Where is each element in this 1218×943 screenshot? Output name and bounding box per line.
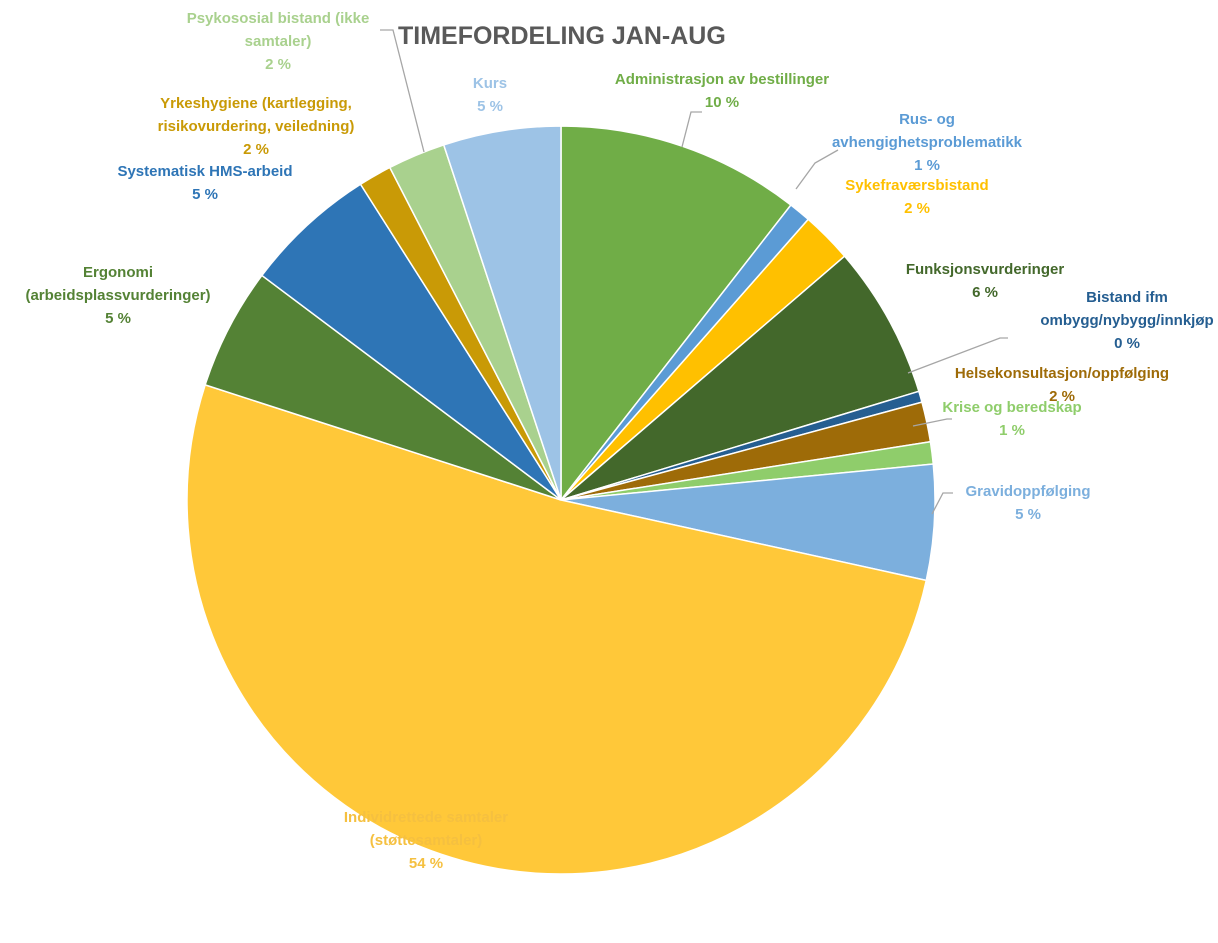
slice-value-label: 5 % xyxy=(477,98,503,115)
slice-category-label: ombygg/nybygg/innkjøp xyxy=(1040,312,1213,329)
slice-category-label: Sykefraværsbistand xyxy=(845,177,988,194)
chart-title: TIMEFORDELING JAN-AUG xyxy=(398,22,726,50)
slice-value-label: 6 % xyxy=(972,284,998,301)
slice-value-label: 2 % xyxy=(243,141,269,158)
slice-value-label: 5 % xyxy=(105,310,131,327)
slice-category-label: Rus- og xyxy=(899,111,955,128)
slice-label: Individrettede samtaler (støttesamtaler) 5… xyxy=(344,809,508,872)
leader-line xyxy=(931,492,953,515)
slice-label: Funksjonsvurderinger 6 % xyxy=(906,261,1065,301)
slice-category-label: Psykososial bistand (ikke xyxy=(187,10,370,27)
slice-label: Administrasjon av bestillinger 10 % xyxy=(615,71,829,111)
slice-value-label: 10 % xyxy=(705,94,739,111)
slice-category-label: Ergonomi xyxy=(83,264,153,281)
slice-category-label: Kurs xyxy=(473,75,507,92)
pie-slice xyxy=(186,383,928,875)
slice-label: Sykefraværsbistand 2 % xyxy=(845,177,988,217)
data-labels: Administrasjon av bestillinger 10 % Rus- o… xyxy=(25,10,1213,872)
slice-category-label: Krise og beredskap xyxy=(942,399,1081,416)
slice-label: Bistand ifm ombygg/nybygg/innkjøp 0 % xyxy=(1040,289,1213,352)
pie-slices xyxy=(186,125,936,875)
slice-value-label: 0 % xyxy=(1114,335,1140,352)
pie-slice xyxy=(560,255,920,501)
slice-value-label: 2 % xyxy=(1049,388,1075,405)
slice-category-label: Administrasjon av bestillinger xyxy=(615,71,829,88)
slice-label: Helsekonsultasjon/oppfølging 2 % xyxy=(955,365,1169,405)
leader-line xyxy=(907,337,1008,374)
slice-label: Systematisk HMS-arbeid 5 % xyxy=(117,163,292,203)
pie-slice xyxy=(442,125,562,501)
pie-slice xyxy=(260,183,562,501)
slice-category-label: avhengighetsproblematikk xyxy=(832,134,1023,151)
slice-category-label: (arbeidsplassvurderinger) xyxy=(25,287,210,304)
leader-lines xyxy=(380,29,1008,515)
slice-value-label: 1 % xyxy=(914,157,940,174)
slice-category-label: Individrettede samtaler xyxy=(344,809,508,826)
slice-label: Krise og beredskap 1 % xyxy=(942,399,1081,439)
slice-value-label: 5 % xyxy=(192,186,218,203)
leader-line xyxy=(681,111,702,148)
slice-value-label: 2 % xyxy=(904,200,930,217)
slice-label: Ergonomi (arbeidsplassvurderinger) 5 % xyxy=(25,264,210,327)
slice-category-label: samtaler) xyxy=(245,33,312,50)
slice-category-label: Funksjonsvurderinger xyxy=(906,261,1065,278)
slice-label: Kurs 5 % xyxy=(473,75,507,115)
slice-category-label: Gravidoppfølging xyxy=(966,483,1091,500)
slice-category-label: Yrkeshygiene (kartlegging, xyxy=(160,95,352,112)
slice-category-label: (støttesamtaler) xyxy=(370,832,483,849)
leader-line xyxy=(380,29,425,153)
leader-line xyxy=(795,149,839,190)
slice-label: Yrkeshygiene (kartlegging, risikovurderin… xyxy=(158,95,355,158)
slice-value-label: 2 % xyxy=(265,56,291,73)
slice-label: Rus- og avhengighetsproblematikk 1 % xyxy=(832,111,1023,174)
slice-value-label: 5 % xyxy=(1015,506,1041,523)
slice-category-label: Helsekonsultasjon/oppfølging xyxy=(955,365,1169,382)
slice-value-label: 54 % xyxy=(409,855,443,872)
slice-value-label: 1 % xyxy=(999,422,1025,439)
leader-line xyxy=(912,418,952,427)
slice-category-label: Bistand ifm xyxy=(1086,289,1168,306)
slice-label: Gravidoppfølging 5 % xyxy=(966,483,1091,523)
slice-category-label: Systematisk HMS-arbeid xyxy=(117,163,292,180)
slice-category-label: risikovurdering, veiledning) xyxy=(158,118,355,135)
slice-label: Psykososial bistand (ikke samtaler) 2 % xyxy=(187,10,370,73)
